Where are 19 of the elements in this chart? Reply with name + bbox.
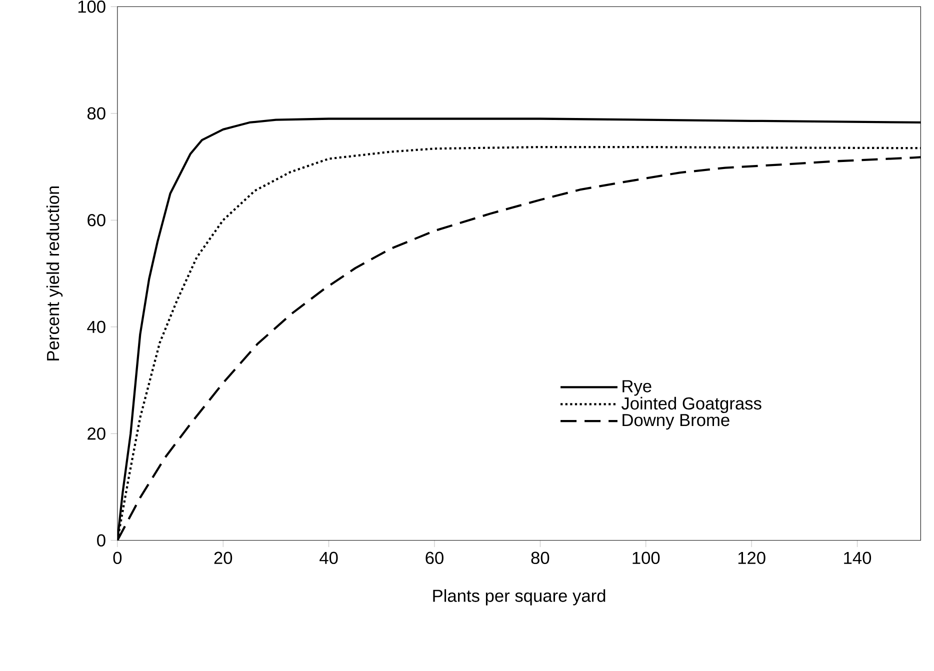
x-tick-label: 0 [113, 552, 122, 564]
y-tick-label: 100 [78, 0, 106, 13]
x-tick-label: 20 [214, 552, 232, 564]
x-tick-label: 100 [632, 552, 660, 564]
y-tick-label: 20 [88, 427, 106, 440]
x-tick-label: 60 [426, 552, 444, 564]
x-tick-label: 40 [320, 552, 338, 564]
legend-label: Downy Brome [622, 414, 730, 430]
x-axis-title: Plants per square yard [433, 589, 606, 606]
legend-label: Rye [622, 380, 652, 396]
y-tick-label: 40 [87, 320, 106, 333]
y-tick-label: 0 [97, 534, 106, 546]
y-axis-title: Percent yield reduction [46, 186, 63, 360]
x-tick-label: 120 [738, 552, 766, 564]
y-tick-label: 80 [87, 107, 106, 120]
y-tick-label: 60 [88, 214, 106, 226]
x-tick-label: 80 [531, 552, 550, 564]
x-tick-label: 140 [844, 552, 872, 564]
legend-label: Jointed Goatgrass [621, 396, 762, 413]
